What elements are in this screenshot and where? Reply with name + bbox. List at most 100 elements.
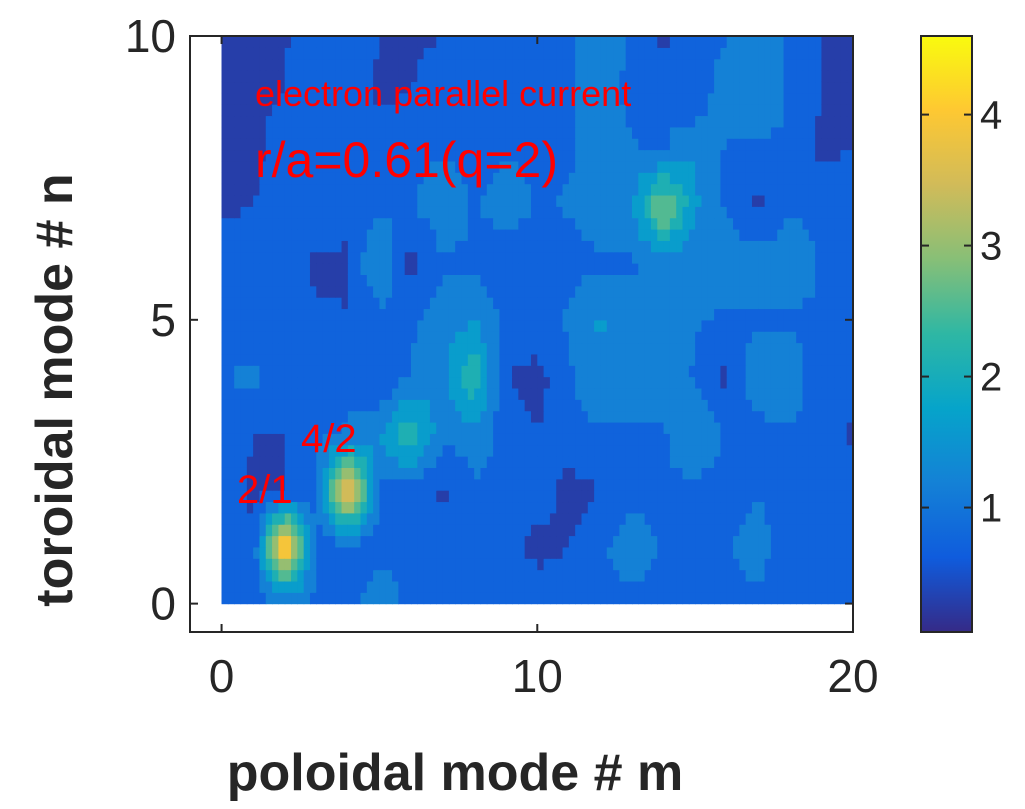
heatmap-cell bbox=[834, 217, 841, 230]
heatmap-cell bbox=[581, 251, 589, 264]
heatmap-cell bbox=[272, 263, 279, 275]
heatmap-cell bbox=[366, 36, 374, 48]
heatmap-cell bbox=[682, 387, 690, 400]
heatmap-cell bbox=[448, 467, 456, 480]
heatmap-cell bbox=[246, 592, 254, 605]
heatmap-cell bbox=[360, 149, 368, 162]
heatmap-cell bbox=[436, 490, 444, 503]
heatmap-cell bbox=[436, 126, 444, 139]
heatmap-cell bbox=[739, 558, 747, 571]
heatmap-cell bbox=[802, 376, 810, 389]
heatmap-cell bbox=[726, 490, 734, 503]
heatmap-cell bbox=[278, 399, 286, 412]
heatmap-cell bbox=[341, 535, 349, 548]
heatmap-cell bbox=[657, 569, 665, 582]
heatmap-cell bbox=[676, 546, 684, 559]
heatmap-cell bbox=[322, 263, 330, 275]
heatmap-cell bbox=[316, 456, 324, 468]
heatmap-cell bbox=[322, 501, 330, 514]
heatmap-cell bbox=[650, 104, 658, 117]
heatmap-cell bbox=[512, 58, 519, 71]
heatmap-cell bbox=[448, 263, 456, 275]
heatmap-cell bbox=[840, 160, 848, 173]
heatmap-cell bbox=[461, 36, 469, 48]
heatmap-cell bbox=[480, 353, 488, 366]
heatmap-cell bbox=[815, 308, 823, 321]
heatmap-cell bbox=[309, 535, 317, 548]
heatmap-cell bbox=[278, 512, 286, 525]
heatmap-cell bbox=[398, 149, 406, 162]
heatmap-cell bbox=[808, 126, 816, 139]
heatmap-cell bbox=[556, 478, 564, 491]
heatmap-cell bbox=[309, 421, 317, 434]
heatmap-cell bbox=[745, 240, 753, 253]
heatmap-cell bbox=[265, 126, 273, 139]
heatmap-cell bbox=[789, 433, 797, 446]
heatmap-cell bbox=[303, 104, 311, 117]
heatmap-cell bbox=[278, 433, 286, 446]
heatmap-cell bbox=[644, 456, 652, 468]
heatmap-cell bbox=[739, 92, 747, 105]
heatmap-cell bbox=[594, 580, 602, 593]
heatmap-cell bbox=[575, 240, 583, 253]
heatmap-cell bbox=[341, 365, 349, 378]
heatmap-cell bbox=[341, 342, 349, 355]
heatmap-cell bbox=[512, 399, 519, 412]
heatmap-cell bbox=[512, 183, 519, 196]
heatmap-cell bbox=[726, 342, 734, 355]
heatmap-cell bbox=[796, 467, 804, 480]
heatmap-cell bbox=[335, 399, 343, 412]
heatmap-cell bbox=[328, 410, 336, 423]
heatmap-cell bbox=[802, 580, 810, 593]
heatmap-cell bbox=[297, 319, 305, 332]
heatmap-cell bbox=[676, 160, 684, 173]
heatmap-cell bbox=[632, 456, 639, 468]
heatmap-cell bbox=[745, 149, 753, 162]
heatmap-cell bbox=[846, 92, 853, 105]
heatmap-cell bbox=[827, 138, 835, 151]
heatmap-cell bbox=[638, 172, 646, 185]
heatmap-cell bbox=[796, 228, 804, 241]
heatmap-cell bbox=[303, 456, 311, 468]
heatmap-cell bbox=[442, 240, 450, 253]
heatmap-cell bbox=[335, 410, 343, 423]
heatmap-cell bbox=[657, 524, 665, 537]
heatmap-cell bbox=[556, 206, 564, 219]
heatmap-cell bbox=[587, 206, 595, 219]
heatmap-cell bbox=[682, 104, 690, 117]
heatmap-cell bbox=[240, 240, 248, 253]
heatmap-cell bbox=[789, 467, 797, 480]
heatmap-cell bbox=[815, 456, 823, 468]
heatmap-cell bbox=[284, 444, 292, 457]
heatmap-cell bbox=[682, 308, 690, 321]
heatmap-cell bbox=[714, 274, 721, 287]
heatmap-cell bbox=[429, 81, 437, 94]
heatmap-cell bbox=[549, 104, 557, 117]
heatmap-cell bbox=[802, 490, 810, 503]
heatmap-cell bbox=[379, 47, 387, 60]
heatmap-cell bbox=[638, 546, 646, 559]
heatmap-cell bbox=[720, 285, 728, 298]
heatmap-cell bbox=[834, 251, 841, 264]
heatmap-cell bbox=[562, 160, 570, 173]
heatmap-cell bbox=[423, 456, 431, 468]
heatmap-cell bbox=[272, 319, 279, 332]
heatmap-cell bbox=[625, 399, 633, 412]
heatmap-cell bbox=[575, 546, 583, 559]
heatmap-cell bbox=[575, 456, 583, 468]
heatmap-cell bbox=[524, 285, 532, 298]
heatmap-cell bbox=[234, 217, 242, 230]
heatmap-cell bbox=[846, 421, 853, 434]
heatmap-cell bbox=[366, 399, 374, 412]
heatmap-cell bbox=[594, 421, 602, 434]
heatmap-cell bbox=[714, 149, 721, 162]
heatmap-cell bbox=[246, 58, 254, 71]
heatmap-cell bbox=[272, 490, 279, 503]
heatmap-cell bbox=[688, 387, 696, 400]
heatmap-cell bbox=[486, 569, 494, 582]
heatmap-cell bbox=[461, 251, 469, 264]
heatmap-cell bbox=[373, 365, 381, 378]
heatmap-cell bbox=[442, 92, 450, 105]
heatmap-cell bbox=[834, 47, 841, 60]
heatmap-cell bbox=[303, 251, 311, 264]
